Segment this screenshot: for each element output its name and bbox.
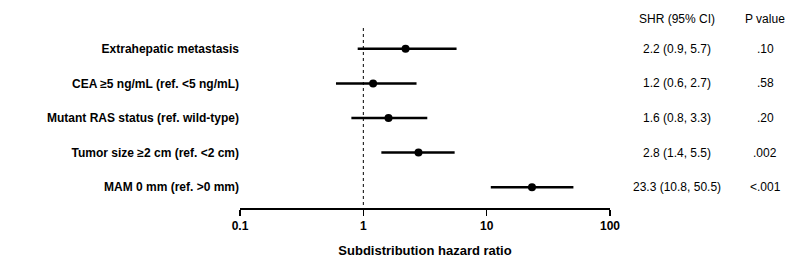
- svg-text:1: 1: [360, 219, 367, 233]
- svg-text:2.8 (1.4, 5.5): 2.8 (1.4, 5.5): [643, 146, 711, 160]
- svg-text:23.3 (10.8, 50.5): 23.3 (10.8, 50.5): [633, 180, 721, 194]
- svg-text:.10: .10: [757, 42, 774, 56]
- svg-text:10: 10: [480, 219, 494, 233]
- svg-text:Extrahepatic metastasis: Extrahepatic metastasis: [102, 42, 240, 56]
- svg-text:SHR (95% CI): SHR (95% CI): [639, 12, 715, 26]
- svg-text:0.1: 0.1: [232, 219, 249, 233]
- svg-text:1.6 (0.8, 3.3): 1.6 (0.8, 3.3): [643, 111, 711, 125]
- svg-text:100: 100: [600, 219, 620, 233]
- svg-text:Mutant RAS status (ref. wild-t: Mutant RAS status (ref. wild-type): [47, 111, 239, 125]
- svg-text:<.001: <.001: [750, 180, 781, 194]
- svg-text:.20: .20: [757, 111, 774, 125]
- svg-text:1.2 (0.6, 2.7): 1.2 (0.6, 2.7): [643, 76, 711, 90]
- svg-text:.002: .002: [753, 146, 777, 160]
- svg-text:Tumor size ≥2 cm (ref. <2 cm): Tumor size ≥2 cm (ref. <2 cm): [72, 146, 239, 160]
- svg-text:.58: .58: [757, 76, 774, 90]
- svg-text:Subdistribution hazard ratio: Subdistribution hazard ratio: [338, 243, 511, 258]
- svg-text:MAM 0 mm (ref. >0 mm): MAM 0 mm (ref. >0 mm): [104, 180, 239, 194]
- svg-text:CEA ≥5 ng/mL (ref. <5 ng/mL): CEA ≥5 ng/mL (ref. <5 ng/mL): [72, 77, 239, 91]
- svg-text:2.2 (0.9, 5.7): 2.2 (0.9, 5.7): [643, 42, 711, 56]
- svg-text:P value: P value: [745, 12, 785, 26]
